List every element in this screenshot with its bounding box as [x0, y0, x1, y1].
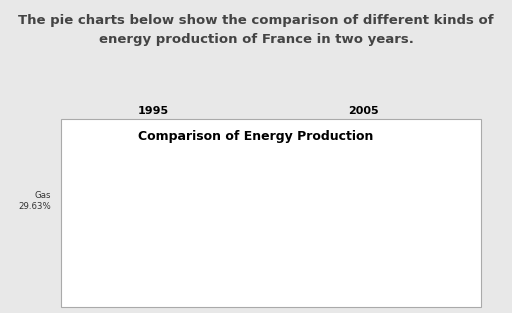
Wedge shape — [114, 162, 154, 219]
Text: 1995: 1995 — [138, 106, 169, 116]
Text: Coal
29.80%: Coal 29.80% — [161, 122, 194, 142]
Text: Nuclear
10.10%: Nuclear 10.10% — [421, 288, 454, 307]
Wedge shape — [154, 159, 214, 237]
Wedge shape — [94, 173, 154, 269]
Text: The pie charts below show the comparison of different kinds of: The pie charts below show the comparison… — [18, 14, 494, 27]
Wedge shape — [364, 159, 423, 241]
Text: Gas
29.63%: Gas 29.63% — [18, 191, 51, 211]
Text: Coal
30.93%: Coal 30.93% — [371, 122, 404, 142]
Text: Nuclear
6.40%: Nuclear 6.40% — [202, 273, 235, 292]
Text: 2005: 2005 — [348, 106, 379, 116]
Text: Other
4.90%: Other 4.90% — [202, 228, 229, 247]
Wedge shape — [325, 219, 419, 279]
Text: Comparison of Energy Production: Comparison of Energy Production — [138, 130, 374, 143]
Wedge shape — [135, 159, 154, 219]
Wedge shape — [331, 159, 364, 219]
Wedge shape — [307, 169, 364, 219]
Wedge shape — [304, 198, 364, 265]
Text: energy production of France in two years.: energy production of France in two years… — [99, 33, 413, 46]
Text: Other
9.10%: Other 9.10% — [421, 224, 448, 244]
Text: Gas
30.31%: Gas 30.31% — [228, 191, 261, 211]
Wedge shape — [120, 219, 211, 279]
